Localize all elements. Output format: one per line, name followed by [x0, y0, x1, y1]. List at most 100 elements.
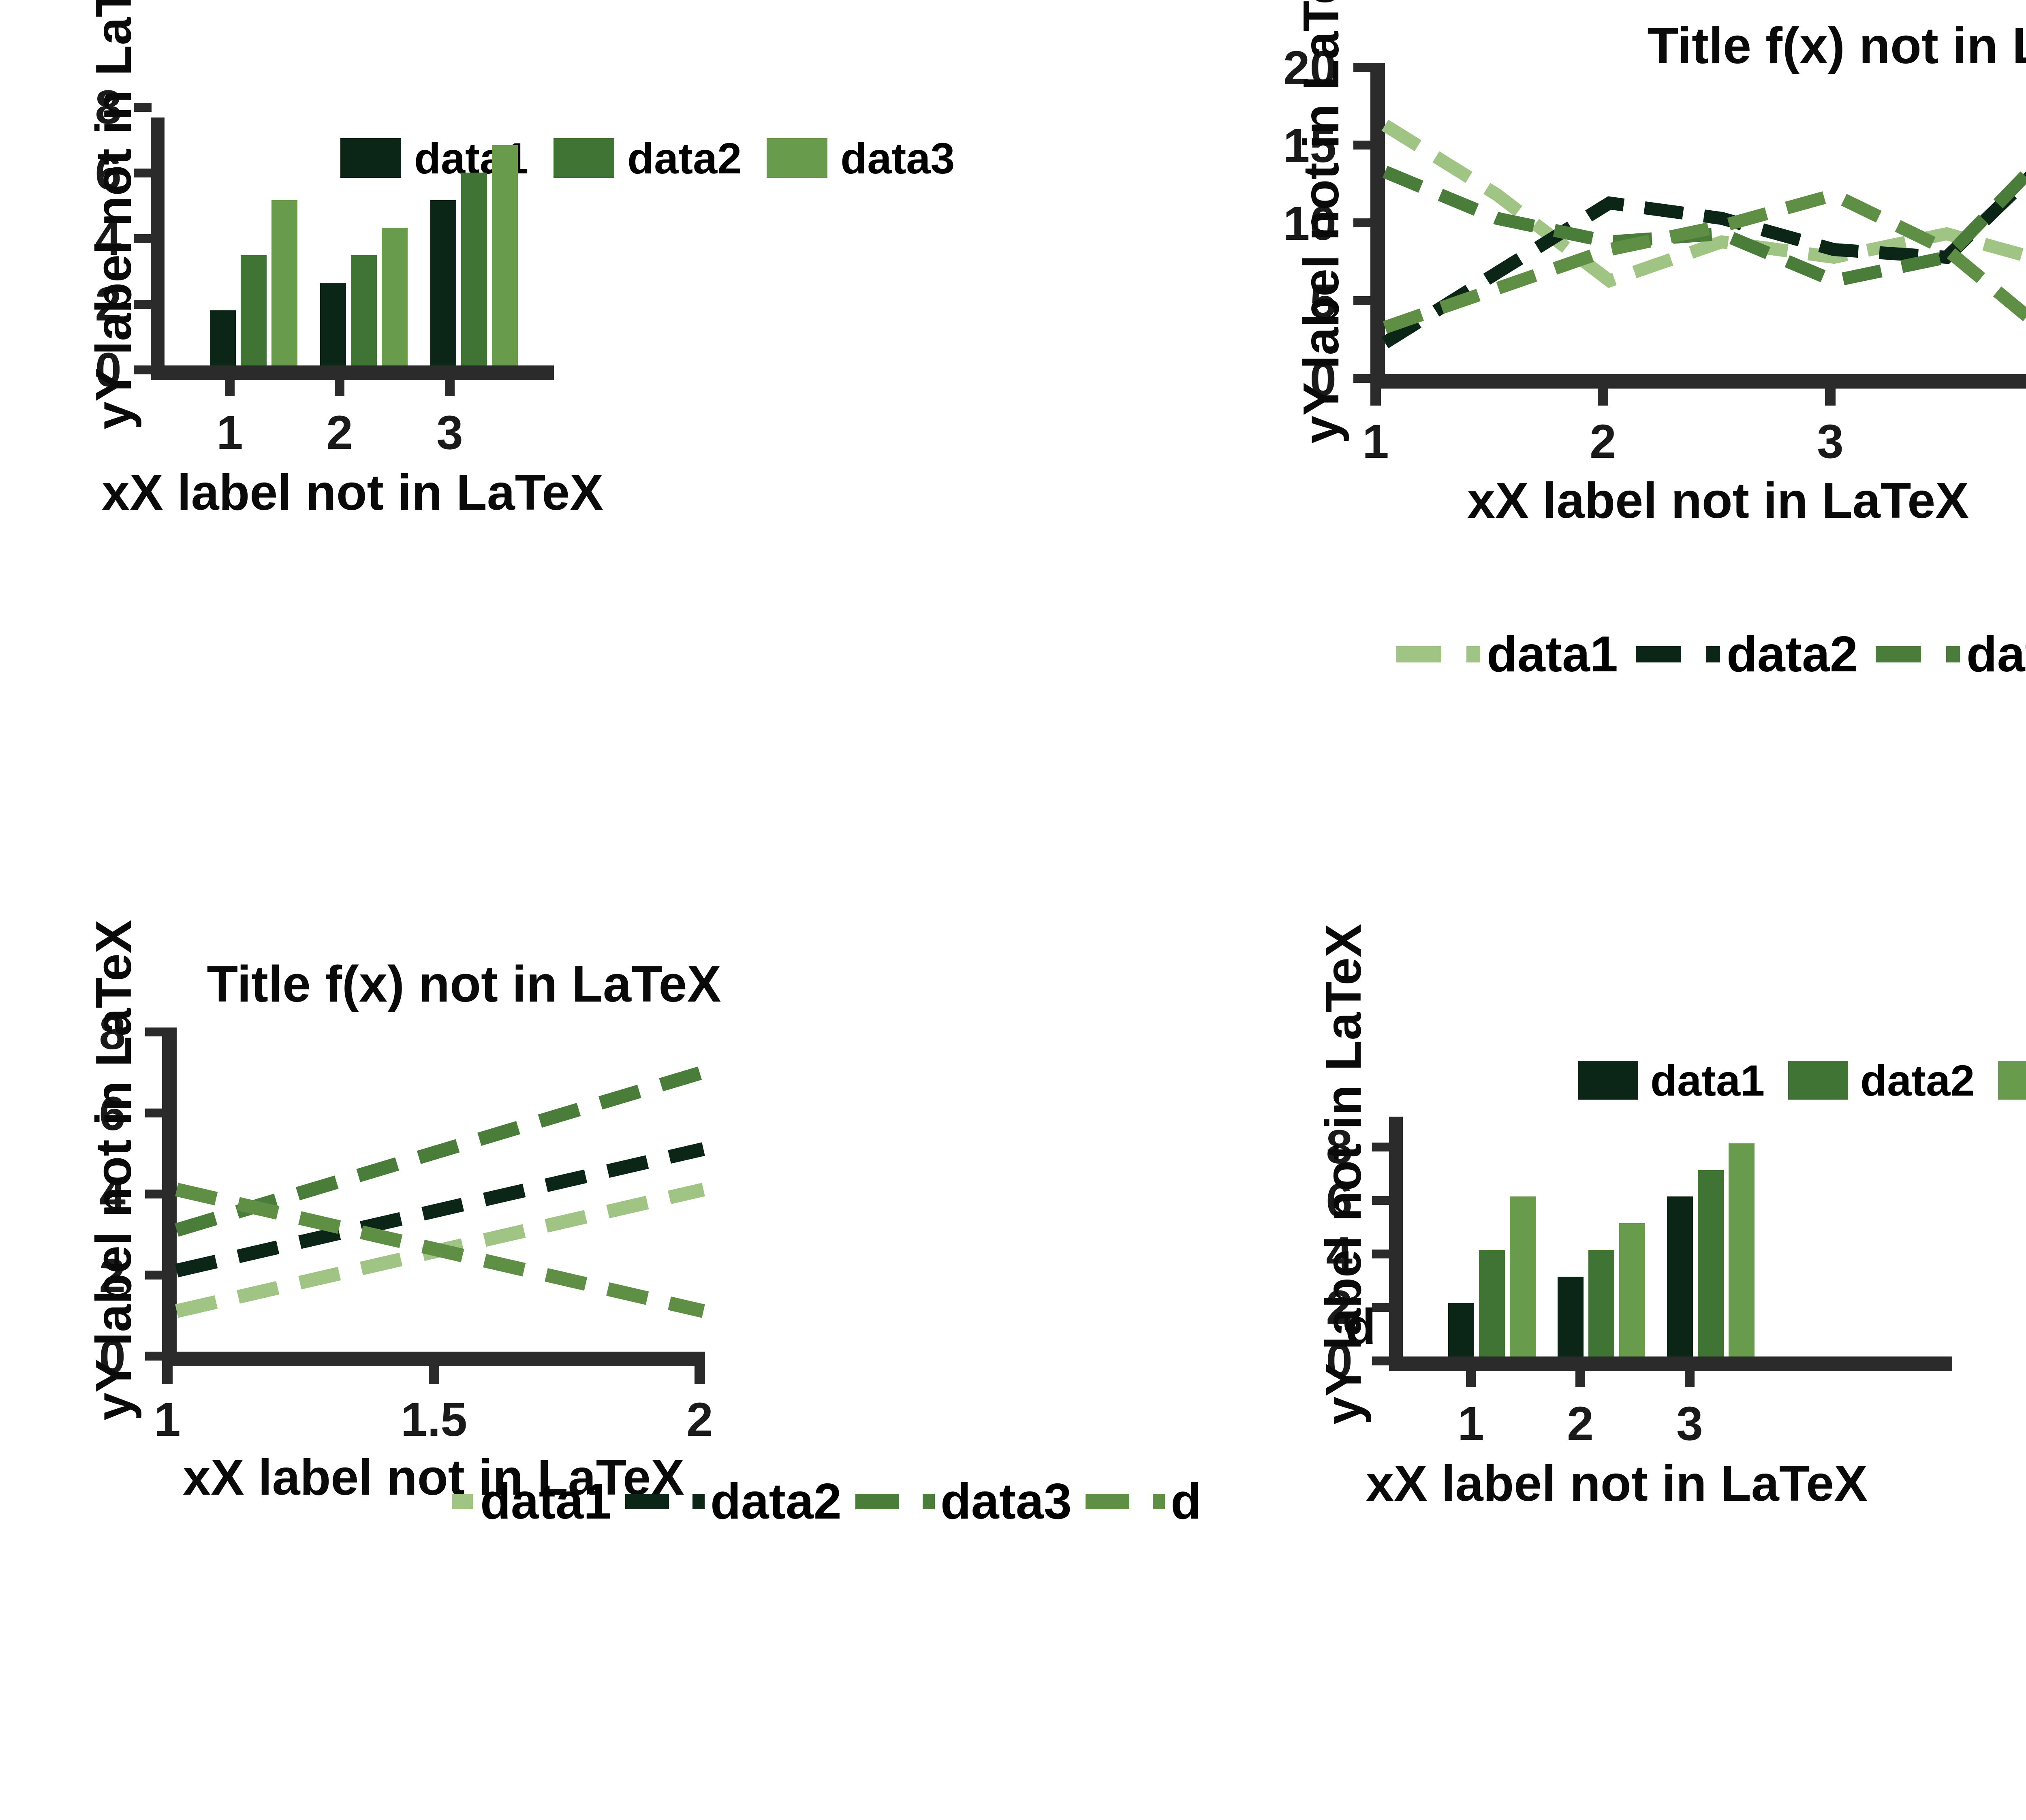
x-axis-spine-top-right	[1370, 374, 2026, 389]
y-tick-label-10: 10	[1283, 197, 1336, 250]
bar-group-top-left	[165, 117, 554, 365]
legend-label-data1: data1	[1650, 1055, 1765, 1105]
x-tick-2	[335, 380, 344, 396]
x-tick-3	[1685, 1371, 1695, 1387]
bar-data1-cat2[interactable]	[320, 283, 346, 365]
y-axis-spine-top-left	[151, 117, 165, 373]
legend-entry-data1[interactable]: data1	[1396, 626, 1618, 683]
panel-top-right: Title f(x) not in LaTeX 20 15 10 5 0 1 2…	[1212, 0, 2026, 910]
legend-bottom-right: data1 data2 data3	[1578, 1055, 2026, 1106]
legend-dot-data2	[1706, 646, 1720, 662]
y-tick-label-6: 6	[95, 146, 122, 200]
y-axis-title: yY label not in LaTeX	[86, 0, 142, 429]
bar-data1-cat3[interactable]	[1667, 1196, 1693, 1356]
bar-data3-cat2[interactable]	[382, 228, 408, 365]
x-tick-1	[162, 1366, 173, 1384]
y-axis-spine-bottom-right	[1389, 1117, 1403, 1371]
bar-data3-cat1[interactable]	[1510, 1196, 1536, 1356]
y-tick-label-0: 0	[95, 343, 122, 397]
legend-dash-data2	[625, 1494, 669, 1509]
x-axis-title: xX label not in LaTeX	[183, 1450, 684, 1506]
bar-data3-cat1[interactable]	[271, 200, 297, 365]
bar-data2-cat3[interactable]	[1698, 1170, 1724, 1356]
x-tick-label-1-5: 1.5	[400, 1393, 468, 1446]
legend-swatch-data1	[1578, 1061, 1638, 1100]
x-axis-title: xX label not in LaTeX	[102, 465, 603, 521]
bar-data1-cat1[interactable]	[210, 310, 236, 365]
x-tick-label-2: 2	[686, 1393, 713, 1446]
x-tick-label-3: 3	[1676, 1397, 1703, 1450]
legend-entry-data3[interactable]: data3	[1875, 626, 2026, 683]
series-data2	[1381, 171, 2026, 348]
legend-entry-data4-clipped[interactable]: d	[1085, 1473, 1201, 1530]
y-tick-8	[134, 103, 152, 112]
legend-swatch-data2	[1788, 1061, 1849, 1100]
legend-label-data4-clipped: d	[1170, 1474, 1201, 1529]
legend-entry-data1[interactable]: data1	[1578, 1055, 1765, 1106]
legend-entry-data3[interactable]: data3	[1998, 1055, 2026, 1106]
series-data4	[175, 1183, 705, 1318]
x-axis-spine-top-left	[151, 365, 554, 380]
bar-data1-cat3[interactable]	[430, 200, 456, 365]
bar-data1-cat2[interactable]	[1558, 1276, 1584, 1356]
legend-entry-data1[interactable]: data1	[452, 1473, 611, 1530]
legend-dot-data3	[922, 1494, 935, 1509]
y-tick-0	[1372, 1356, 1390, 1365]
legend-entry-data3[interactable]: data3	[855, 1473, 1072, 1530]
y-tick-6	[145, 1109, 163, 1117]
bar-data2-cat3[interactable]	[461, 173, 487, 365]
y-tick-label-6: 6	[99, 1087, 126, 1141]
x-tick-1-5	[429, 1366, 439, 1384]
legend-label-data3: data3	[840, 133, 955, 183]
legend-bottom-left: data1 data2 data3 d	[452, 1474, 1201, 1529]
bar-data2-cat1[interactable]	[241, 255, 267, 365]
legend-label-data2: data2	[1860, 1055, 1975, 1105]
legend-entry-data3[interactable]: data3	[767, 133, 955, 184]
legend-swatch-data1	[340, 138, 401, 178]
y-tick-8	[145, 1027, 163, 1036]
y-tick-label-6: 6	[1326, 1174, 1353, 1227]
legend-swatch-data3	[1998, 1061, 2026, 1100]
series-data1	[1381, 120, 2026, 288]
x-tick-label-2: 2	[1567, 1397, 1594, 1450]
y-tick-4	[134, 234, 152, 243]
y-axis-spine-top-right	[1370, 63, 1385, 374]
y-tick-label-0: 0	[1326, 1334, 1353, 1388]
legend-entry-data2[interactable]: data2	[1635, 626, 1858, 683]
legend-entry-data2[interactable]: data2	[1788, 1055, 1975, 1106]
series-data3	[1382, 165, 2026, 288]
legend-dot-data1	[1466, 646, 1480, 662]
legend-swatch-data3	[767, 138, 828, 178]
x-tick-2	[1598, 389, 1608, 406]
bar-data3-cat3[interactable]	[1729, 1143, 1755, 1356]
y-tick-0	[1353, 374, 1371, 383]
x-tick-label-1: 1	[1458, 1397, 1484, 1450]
y-tick-5	[1353, 296, 1371, 305]
legend-dot-data4	[1152, 1494, 1165, 1509]
legend-swatch-data2	[554, 138, 615, 178]
x-tick-2	[695, 1366, 705, 1384]
x-tick-2	[1575, 1371, 1585, 1387]
bar-data3-cat3[interactable]	[492, 145, 518, 365]
y-tick-label-2: 2	[99, 1249, 126, 1303]
bar-data2-cat2[interactable]	[351, 255, 377, 365]
x-tick-1	[225, 380, 235, 396]
y-tick-2	[134, 300, 152, 309]
panel-top-left: data1 data2 data3 0 2 4 6 8 1 2 3 xX lab…	[0, 0, 1212, 910]
y-tick-20	[1353, 63, 1371, 72]
legend-entry-data2[interactable]: data2	[554, 133, 742, 184]
bar-data3-cat2[interactable]	[1619, 1223, 1645, 1356]
x-tick-label-1: 1	[216, 406, 243, 459]
bar-data2-cat2[interactable]	[1588, 1250, 1614, 1356]
legend-dot-data2	[692, 1494, 705, 1509]
legend-label-data2: data2	[627, 133, 742, 183]
bar-data2-cat1[interactable]	[1479, 1250, 1505, 1356]
y-tick-label-15: 15	[1283, 119, 1336, 173]
x-axis-title: xX label not in LaTeX	[1366, 1456, 1868, 1512]
bar-data1-cat1[interactable]	[1448, 1303, 1474, 1356]
legend-entry-data2[interactable]: data2	[625, 1473, 842, 1530]
x-axis-title: xX label not in LaTeX	[1467, 473, 1969, 529]
y-tick-label-4: 4	[95, 212, 122, 265]
x-tick-label-1: 1	[1362, 415, 1389, 468]
y-tick-label-2: 2	[1326, 1281, 1353, 1334]
